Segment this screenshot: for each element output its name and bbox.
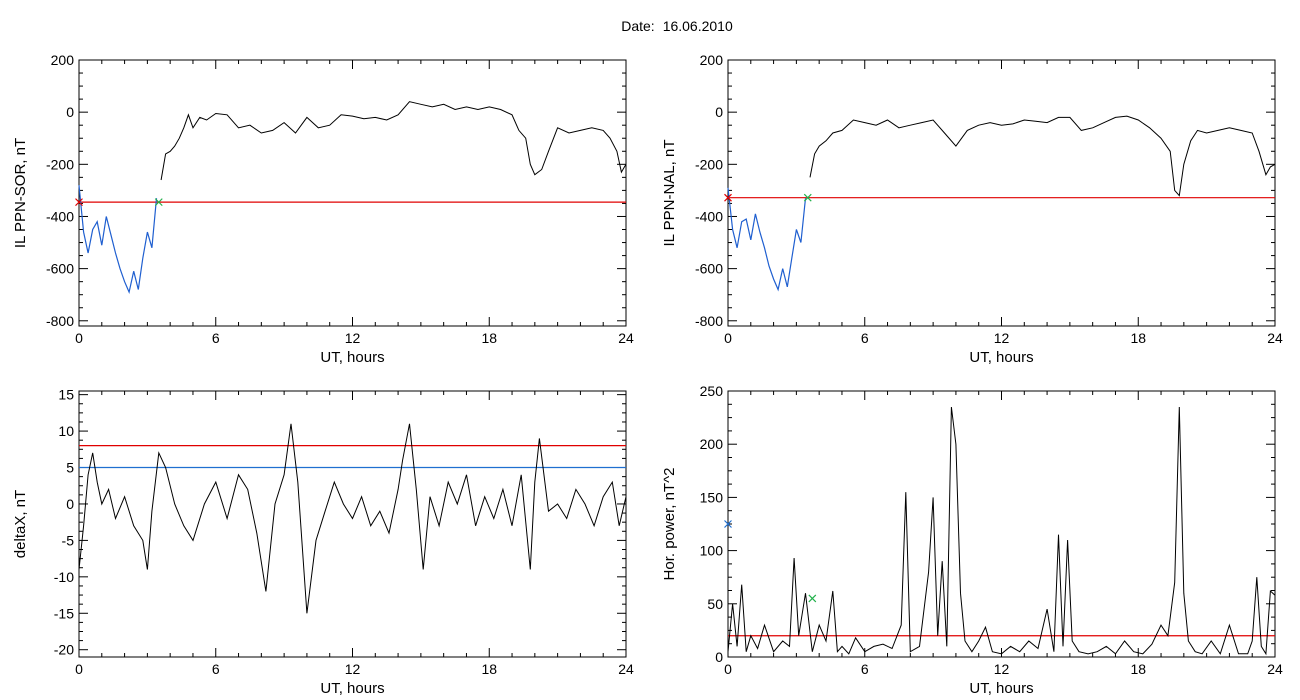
plot-frame: [727, 59, 1276, 327]
y-tick-label: -20: [54, 642, 74, 658]
y-tick-label: -800: [46, 313, 74, 329]
x-tick-label: 6: [861, 661, 869, 677]
marker-x: [724, 193, 732, 202]
series-line: [809, 115, 1276, 197]
x-axis-title: UT, hours: [320, 680, 384, 697]
y-axis-title: IL PPN-NAL, nT: [661, 140, 678, 247]
chart-ppn-nal: 0 6 12 18 24 200 0 -200 -400 -600 -800 UT, hours IL …: [661, 52, 1283, 366]
date-value: 16.06.2010: [662, 18, 733, 34]
x-tick-label: 0: [75, 330, 83, 346]
y-tick-label: 200: [700, 52, 724, 68]
figure-title: Date: 16.06.2010: [0, 18, 1300, 34]
y-tick-label: 15: [58, 387, 74, 403]
plot-frame: [78, 390, 627, 658]
y-tick-label: 200: [51, 52, 75, 68]
x-tick-label: 12: [994, 661, 1010, 677]
plot-frame: [78, 59, 627, 327]
y-tick-label: -15: [54, 605, 74, 621]
series-line: [78, 423, 627, 614]
y-axis-title: Hor. power, nT^2: [661, 468, 678, 581]
y-tick-label: 0: [66, 104, 74, 120]
chart-deltax: 0 6 12 18 24 15 10 5 0 -5 -10 -15 -20 UT, hours deltaX…: [12, 387, 634, 697]
y-tick-label: -200: [46, 156, 74, 172]
y-tick-label: -800: [695, 313, 723, 329]
marker-x: [803, 193, 812, 202]
y-tick-label: -400: [695, 208, 723, 224]
y-tick-label: 100: [700, 543, 724, 559]
x-tick-label: 0: [724, 661, 732, 677]
y-tick-label: -10: [54, 569, 74, 585]
x-tick-label: 6: [861, 330, 869, 346]
y-tick-label: -600: [46, 261, 74, 277]
x-axis-title: UT, hours: [320, 349, 384, 366]
chart-hor-power: 0 6 12 18 24 250 200 150 100 50 0 UT, hours Hor. pow…: [661, 383, 1283, 697]
y-tick-label: -600: [695, 261, 723, 277]
x-tick-label: 18: [1130, 661, 1146, 677]
x-tick-label: 24: [1267, 330, 1283, 346]
x-tick-label: 18: [481, 330, 497, 346]
y-tick-label: 0: [715, 649, 723, 665]
y-tick-label: 250: [700, 383, 724, 399]
marker-x: [154, 198, 163, 207]
series-line: [160, 101, 627, 181]
x-tick-label: 6: [212, 330, 220, 346]
x-tick-label: 24: [618, 330, 634, 346]
y-tick-label: 5: [66, 460, 74, 476]
x-tick-label: 18: [481, 661, 497, 677]
chart-ppn-sor: 0 6 12 18 24 200 0 -200 -400 -600 -800 UT, hours IL …: [12, 52, 634, 366]
marker-x: [75, 198, 83, 207]
x-axis-title: UT, hours: [969, 349, 1033, 366]
y-tick-label: 0: [66, 496, 74, 512]
x-tick-label: 12: [345, 661, 361, 677]
series-line-event: [78, 185, 158, 295]
date-label: Date:: [621, 18, 655, 34]
x-tick-label: 18: [1130, 330, 1146, 346]
marker-x: [808, 594, 817, 603]
x-tick-label: 6: [212, 661, 220, 677]
y-tick-label: 50: [707, 596, 723, 612]
y-tick-label: -400: [46, 208, 74, 224]
series-line: [727, 406, 1276, 656]
y-tick-label: -200: [695, 156, 723, 172]
x-tick-label: 12: [345, 330, 361, 346]
x-tick-label: 0: [75, 661, 83, 677]
y-tick-label: 0: [715, 104, 723, 120]
y-axis-title: deltaX, nT: [12, 490, 29, 558]
series-line-event: [727, 187, 807, 292]
y-tick-label: 10: [58, 423, 74, 439]
y-tick-label: 150: [700, 489, 724, 505]
x-tick-label: 24: [618, 661, 634, 677]
x-tick-label: 24: [1267, 661, 1283, 677]
x-axis-title: UT, hours: [969, 680, 1033, 697]
y-tick-label: -5: [62, 532, 75, 548]
y-axis-title: IL PPN-SOR, nT: [12, 138, 29, 248]
x-tick-label: 0: [724, 330, 732, 346]
x-tick-label: 12: [994, 330, 1010, 346]
y-tick-label: 200: [700, 436, 724, 452]
marker-x: [724, 520, 732, 528]
plot-frame: [727, 390, 1276, 658]
